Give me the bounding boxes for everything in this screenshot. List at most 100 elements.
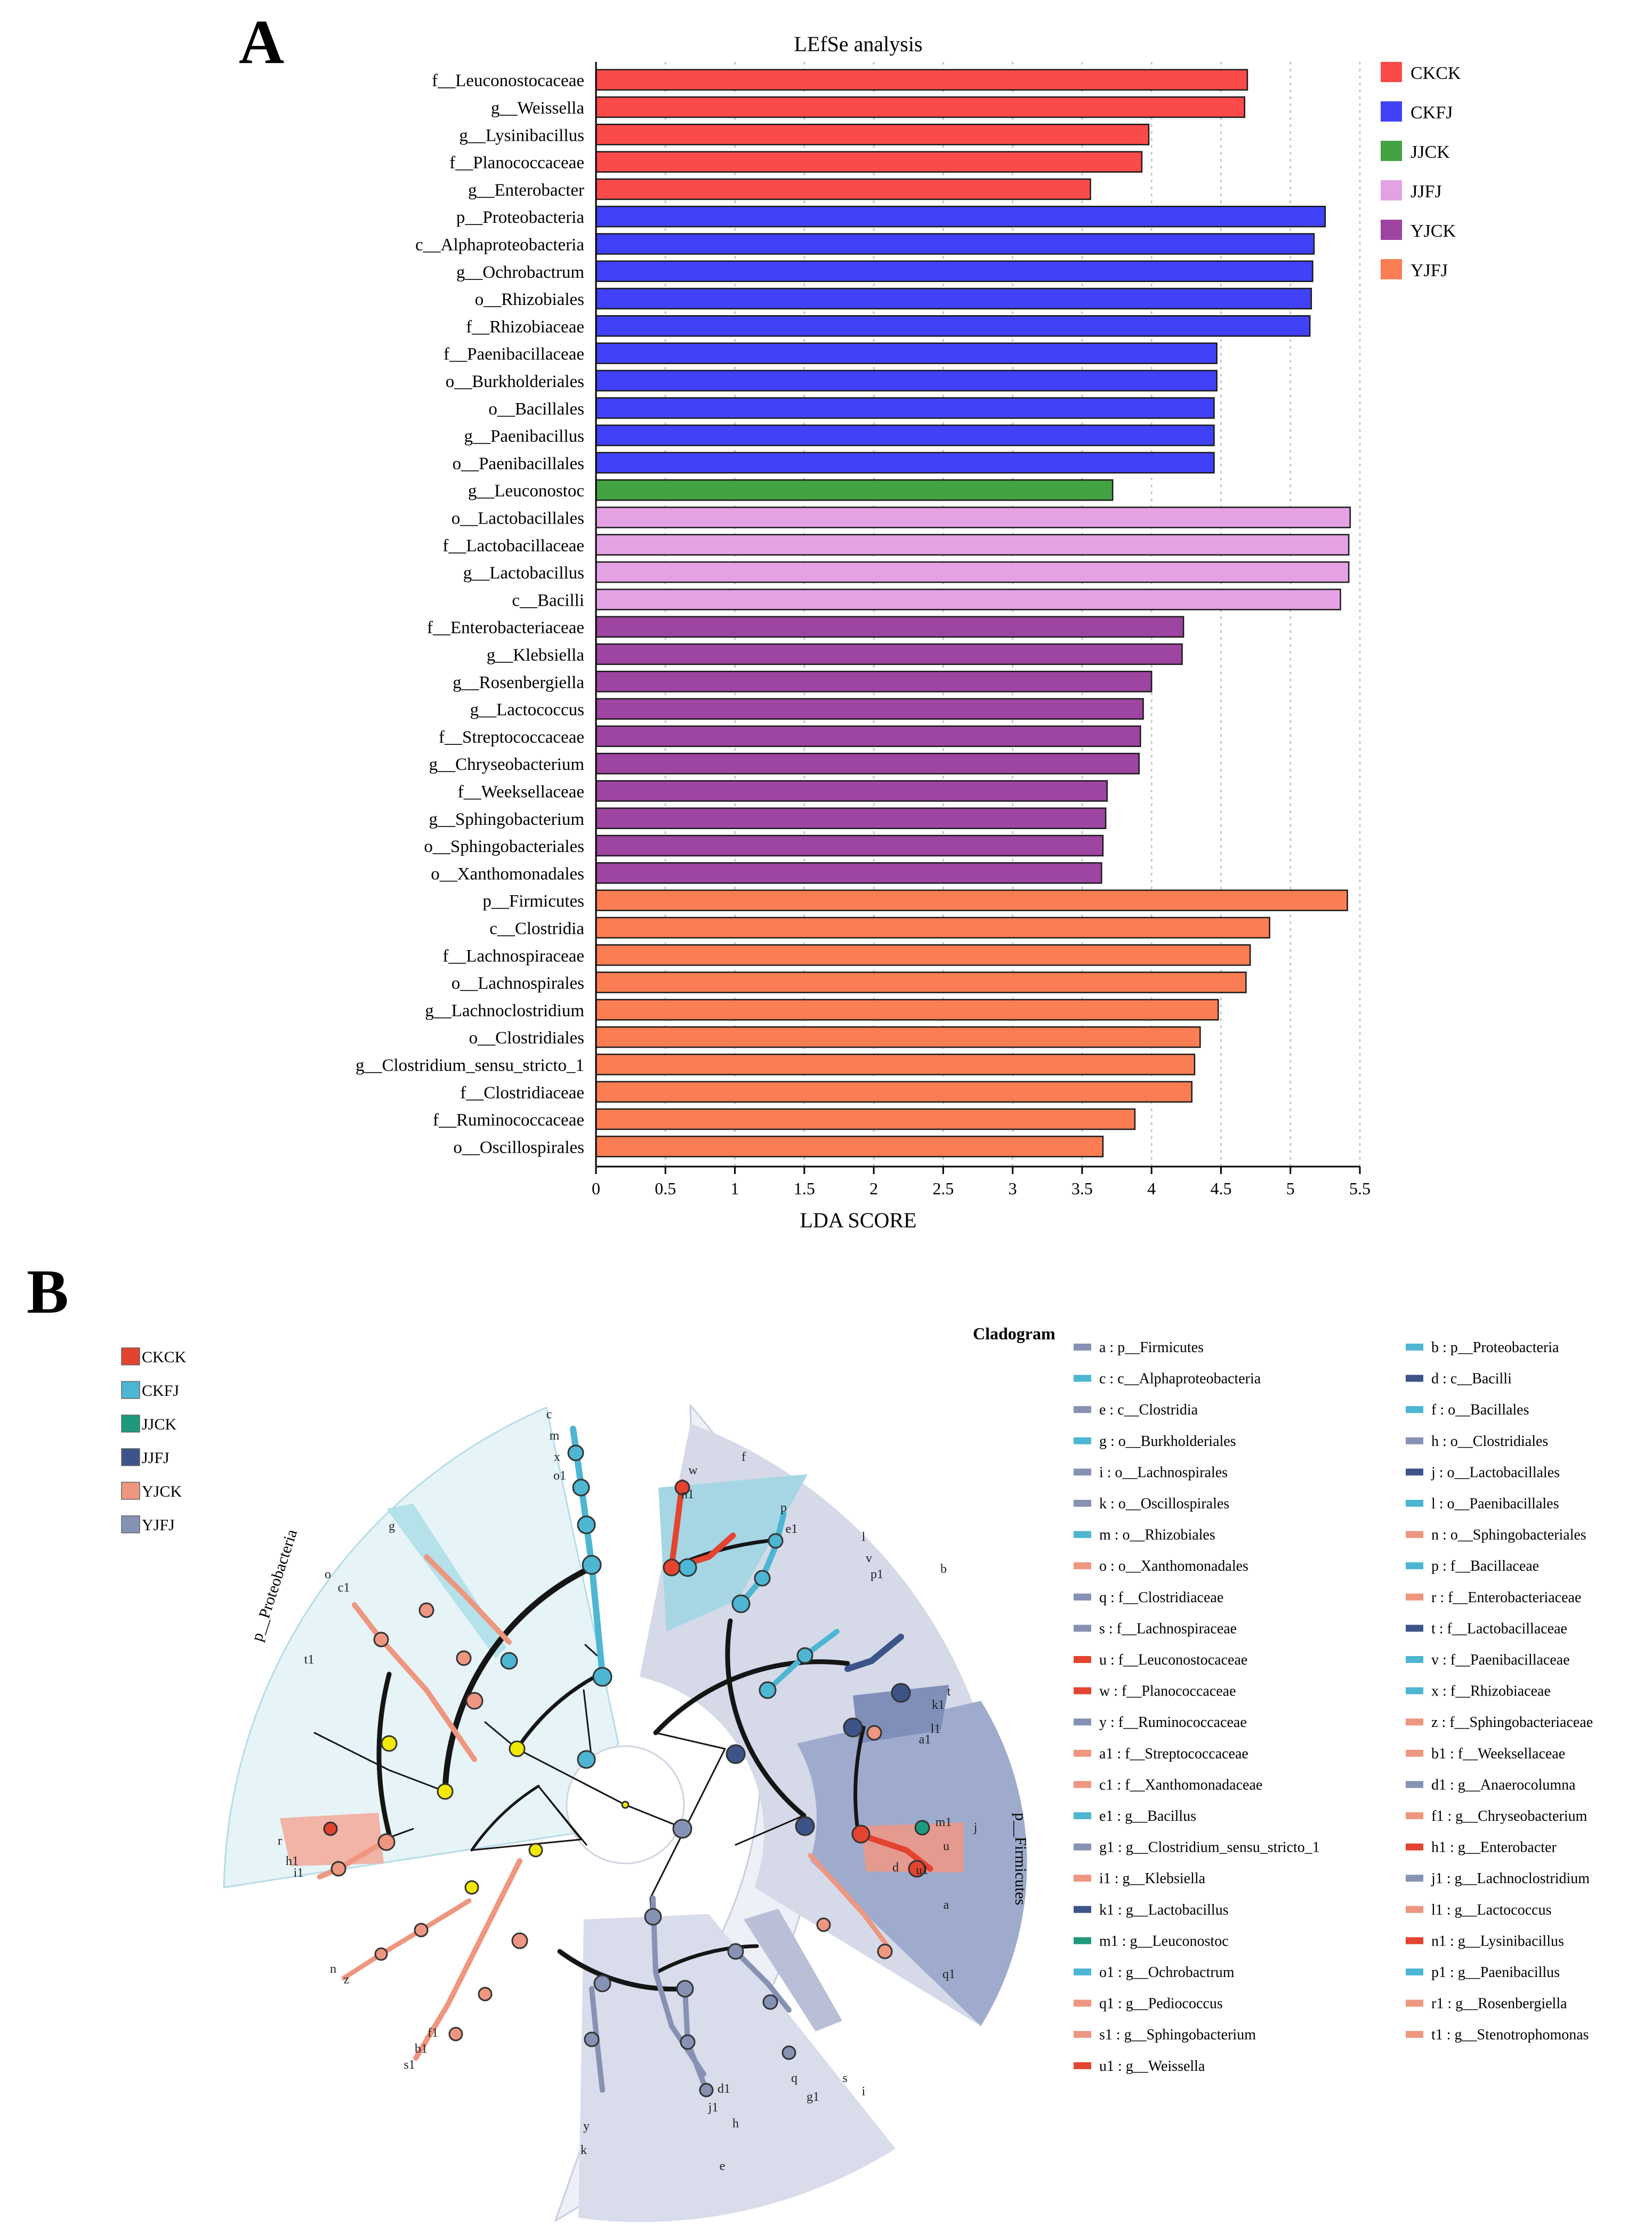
- bar: [595, 287, 1312, 310]
- key-swatch: [1074, 1906, 1091, 1913]
- key-label: f1 : g__Chryseobacterium: [1431, 1808, 1587, 1825]
- bar-label: g__Lachnoclostridium: [425, 1001, 584, 1020]
- x-tick-label: 4.5: [1210, 1179, 1231, 1198]
- cladogram: CKCK CKFJ JJCK JJFJ YJCK YJFJ Cladogram a : p…: [121, 1324, 1593, 2223]
- key-label: d : c__Bacilli: [1431, 1371, 1512, 1387]
- key-swatch: [1074, 1875, 1091, 1882]
- bar: [595, 889, 1348, 911]
- node-letter: w: [688, 1464, 698, 1477]
- cladogram-title: Cladogram: [973, 1324, 1055, 1343]
- node-letter: e: [720, 2159, 726, 2173]
- key-swatch: [1406, 1468, 1423, 1476]
- key-label: k : o__Oscillospirales: [1099, 1496, 1229, 1512]
- key-label: t1 : g__Stenotrophomonas: [1431, 2027, 1589, 2043]
- key-label: g1 : g__Clostridium_sensu_stricto_1: [1099, 1839, 1320, 1856]
- key-label: n1 : g__Lysinibacillus: [1431, 1933, 1564, 1949]
- key-swatch: [1074, 1468, 1091, 1476]
- bar-label: o__Lactobacillales: [452, 509, 584, 528]
- bar-label: f__Lachnospiraceae: [442, 946, 584, 966]
- node-letter: h: [732, 2117, 739, 2131]
- key-label: b : p__Proteobacteria: [1431, 1339, 1559, 1356]
- legend-label: YJCK: [1411, 221, 1456, 241]
- bar-label: o__Rhizobiales: [475, 290, 584, 309]
- node-letter: s: [842, 2071, 847, 2085]
- legend-swatch: [1381, 180, 1402, 200]
- key-swatch: [1074, 1718, 1091, 1726]
- x-tick-label: 1.5: [794, 1179, 815, 1198]
- key-swatch: [1406, 1562, 1423, 1570]
- x-tick-label: 1: [731, 1179, 739, 1198]
- bar: [595, 698, 1144, 720]
- panel-letter-a: A: [239, 7, 284, 77]
- key-swatch: [1074, 1437, 1091, 1444]
- bar: [595, 534, 1350, 556]
- node-letter: i1: [294, 1866, 304, 1880]
- node-letter: p1: [871, 1568, 883, 1581]
- node-letter: m: [550, 1429, 560, 1443]
- key-label: e1 : g__Bacillus: [1099, 1808, 1196, 1825]
- bar-label: o__Sphingobacteriales: [424, 837, 584, 856]
- key-swatch: [1074, 1562, 1091, 1570]
- key-label: j1 : g__Lachnoclostridium: [1431, 1870, 1590, 1887]
- key-swatch: [1406, 2031, 1423, 2038]
- bar: [595, 725, 1141, 748]
- bar-label: o__Bacillales: [488, 399, 584, 419]
- bar: [595, 69, 1248, 91]
- node-letter: g: [389, 1520, 395, 1533]
- key-swatch: [1074, 1375, 1091, 1382]
- node-letter: x: [554, 1450, 560, 1464]
- key-label: k1 : g__Lactobacillus: [1099, 1902, 1229, 1918]
- key-label: p1 : g__Paenibacillus: [1431, 1964, 1560, 1981]
- sector-burkholderiales: [386, 1504, 506, 1658]
- bar-label: c__Clostridia: [489, 919, 584, 938]
- bar: [595, 589, 1341, 610]
- bar: [595, 151, 1143, 173]
- bar-label: g__Clostridium_sensu_stricto_1: [356, 1056, 584, 1075]
- node-letter: k1: [932, 1698, 945, 1712]
- key-label: w : f__Planococcaceae: [1099, 1683, 1236, 1700]
- node-letter: p: [780, 1501, 787, 1515]
- node-letter: d: [892, 1861, 899, 1875]
- key-swatch: [1074, 1500, 1091, 1507]
- key-label: j : o__Lactobacillales: [1431, 1464, 1560, 1481]
- key-label: r : f__Enterobacteriaceae: [1431, 1589, 1581, 1606]
- x-tick-label: 5: [1286, 1179, 1295, 1198]
- node-letter: l1: [931, 1722, 941, 1736]
- key-label: h : o__Clostridiales: [1431, 1433, 1548, 1450]
- key-swatch: [1406, 1625, 1423, 1632]
- key-swatch: [1406, 1875, 1423, 1882]
- key-label: s1 : g__Sphingobacterium: [1099, 2027, 1256, 2043]
- sector-enterobacteriaceae: [280, 1813, 384, 1866]
- bar: [595, 369, 1218, 392]
- key-label: x : f__Rhizobiaceae: [1431, 1683, 1551, 1700]
- key-swatch: [1406, 1375, 1423, 1382]
- cladogram-legend-label: JJFJ: [142, 1449, 170, 1467]
- bar: [595, 315, 1311, 337]
- key-label: i : o__Lachnospirales: [1099, 1464, 1228, 1481]
- bar-label: f__Streptococcaceae: [439, 728, 584, 747]
- bar-label: g__Ochrobactrum: [456, 263, 584, 282]
- cladogram-legend-swatch: [121, 1347, 140, 1365]
- key-swatch: [1406, 1656, 1423, 1663]
- node-letter: r: [278, 1834, 282, 1848]
- x-tick-label: 3: [1009, 1179, 1017, 1198]
- node-letter: n1: [681, 1488, 694, 1501]
- legend-swatch: [1381, 101, 1402, 122]
- bar-label: f__Planococcaceae: [449, 154, 584, 173]
- node-letter: q: [791, 2071, 797, 2085]
- key-label: p : f__Bacillaceae: [1431, 1558, 1539, 1574]
- key-label: s : f__Lachnospiraceae: [1099, 1620, 1237, 1637]
- key-label: v : f__Paenibacillaceae: [1431, 1652, 1570, 1668]
- node-letter: a: [944, 1898, 949, 1912]
- bar-label: c__Bacilli: [512, 591, 584, 610]
- arc-label-firmicutes: p__Firmicutes: [1012, 1813, 1029, 1905]
- key-swatch: [1074, 1344, 1091, 1351]
- key-swatch: [1074, 1656, 1091, 1663]
- legend-swatch: [1381, 220, 1402, 240]
- key-swatch: [1406, 1718, 1423, 1726]
- panel-letter-b: B: [27, 1257, 69, 1327]
- node-letter: u1: [916, 1863, 929, 1877]
- node-letter: t: [947, 1685, 951, 1699]
- cladogram-nodes: [323, 1444, 930, 2098]
